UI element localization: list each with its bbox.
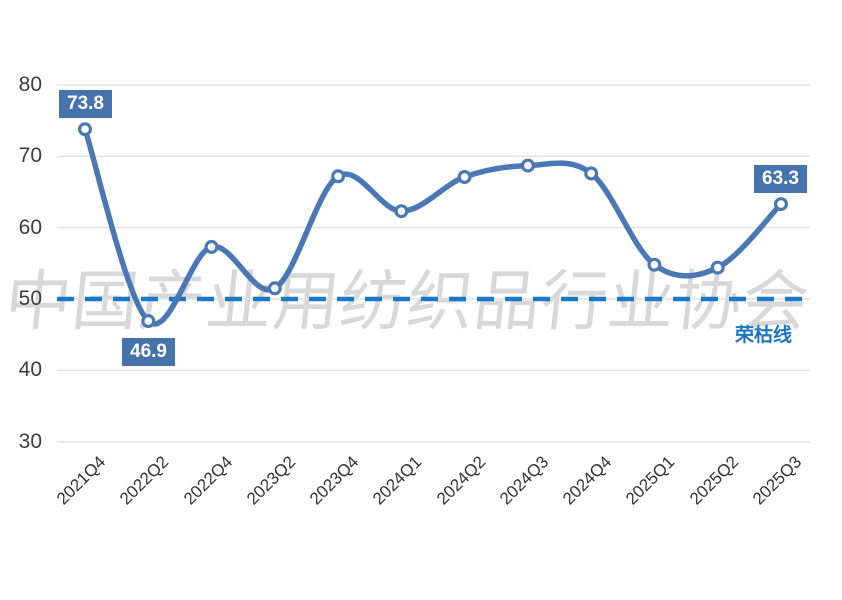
y-axis-tick-label: 30 xyxy=(18,430,42,453)
data-label-2025q3: 63.3 xyxy=(754,165,807,193)
data-point-marker-2021q4 xyxy=(77,122,92,137)
boom-bust-line-label: 荣枯线 xyxy=(735,325,793,346)
y-axis-tick-label: 80 xyxy=(18,73,42,96)
y-axis-tick-label: 60 xyxy=(18,216,42,239)
data-point-marker-2025q1 xyxy=(647,257,662,272)
data-point-marker-2022q4 xyxy=(204,239,219,254)
data-point-marker-2025q3 xyxy=(773,197,788,212)
data-point-marker-2024q3 xyxy=(520,158,535,173)
data-point-marker-2023q2 xyxy=(267,281,282,296)
y-axis-tick-label: 50 xyxy=(18,287,42,310)
y-axis-tick-label: 40 xyxy=(18,358,42,381)
series-line xyxy=(82,126,784,327)
data-point-marker-2024q4 xyxy=(584,166,599,181)
data-label-2022q2: 46.9 xyxy=(122,338,175,366)
data-label-2021q4: 73.8 xyxy=(59,90,112,118)
data-point-marker-2024q1 xyxy=(394,204,409,219)
data-point-marker-2024q2 xyxy=(457,170,472,185)
y-axis-tick-label: 70 xyxy=(18,144,42,167)
data-point-marker-2025q2 xyxy=(710,260,725,275)
data-point-marker-2022q2 xyxy=(141,314,156,329)
data-point-marker-2023q4 xyxy=(331,169,346,184)
